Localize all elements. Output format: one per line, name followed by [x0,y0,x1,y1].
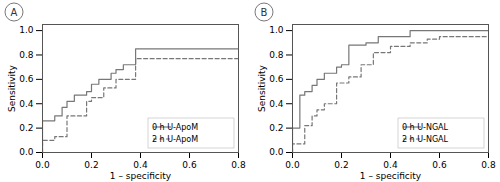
svg-text:Sensitivity: Sensitivity [257,64,267,112]
svg-text:0.4: 0.4 [133,160,148,170]
svg-text:1 – specificity: 1 – specificity [360,171,422,181]
svg-text:0.0: 0.0 [269,147,284,157]
svg-text:Sensitivity: Sensitivity [7,64,17,112]
svg-text:0 h U-NGAL: 0 h U-NGAL [402,123,449,132]
svg-text:0.0: 0.0 [19,147,34,157]
svg-text:0.4: 0.4 [19,99,34,109]
svg-text:0.8: 0.8 [481,160,496,170]
svg-text:0.6: 0.6 [182,160,197,170]
svg-text:0.4: 0.4 [383,160,398,170]
svg-text:B: B [261,7,268,18]
svg-text:0.2: 0.2 [334,160,348,170]
svg-text:0.6: 0.6 [269,74,284,84]
svg-text:0.0: 0.0 [35,160,50,170]
svg-text:0.2: 0.2 [269,123,283,133]
svg-text:1.0: 1.0 [19,25,34,35]
svg-text:2 h U-ApoM: 2 h U-ApoM [152,135,198,144]
svg-text:0 h U-ApoM: 0 h U-ApoM [152,123,198,132]
svg-text:0.6: 0.6 [432,160,447,170]
svg-text:0.8: 0.8 [269,50,284,60]
svg-text:0.0: 0.0 [285,160,300,170]
svg-text:0.6: 0.6 [19,74,34,84]
svg-text:0.4: 0.4 [269,99,284,109]
svg-text:0.2: 0.2 [84,160,98,170]
svg-text:2 h U-NGAL: 2 h U-NGAL [402,135,449,144]
svg-text:1.0: 1.0 [269,25,284,35]
svg-text:A: A [11,7,18,18]
svg-text:0.8: 0.8 [231,160,246,170]
svg-text:0.2: 0.2 [19,123,33,133]
svg-text:0.8: 0.8 [19,50,34,60]
svg-text:1 – specificity: 1 – specificity [110,171,172,181]
